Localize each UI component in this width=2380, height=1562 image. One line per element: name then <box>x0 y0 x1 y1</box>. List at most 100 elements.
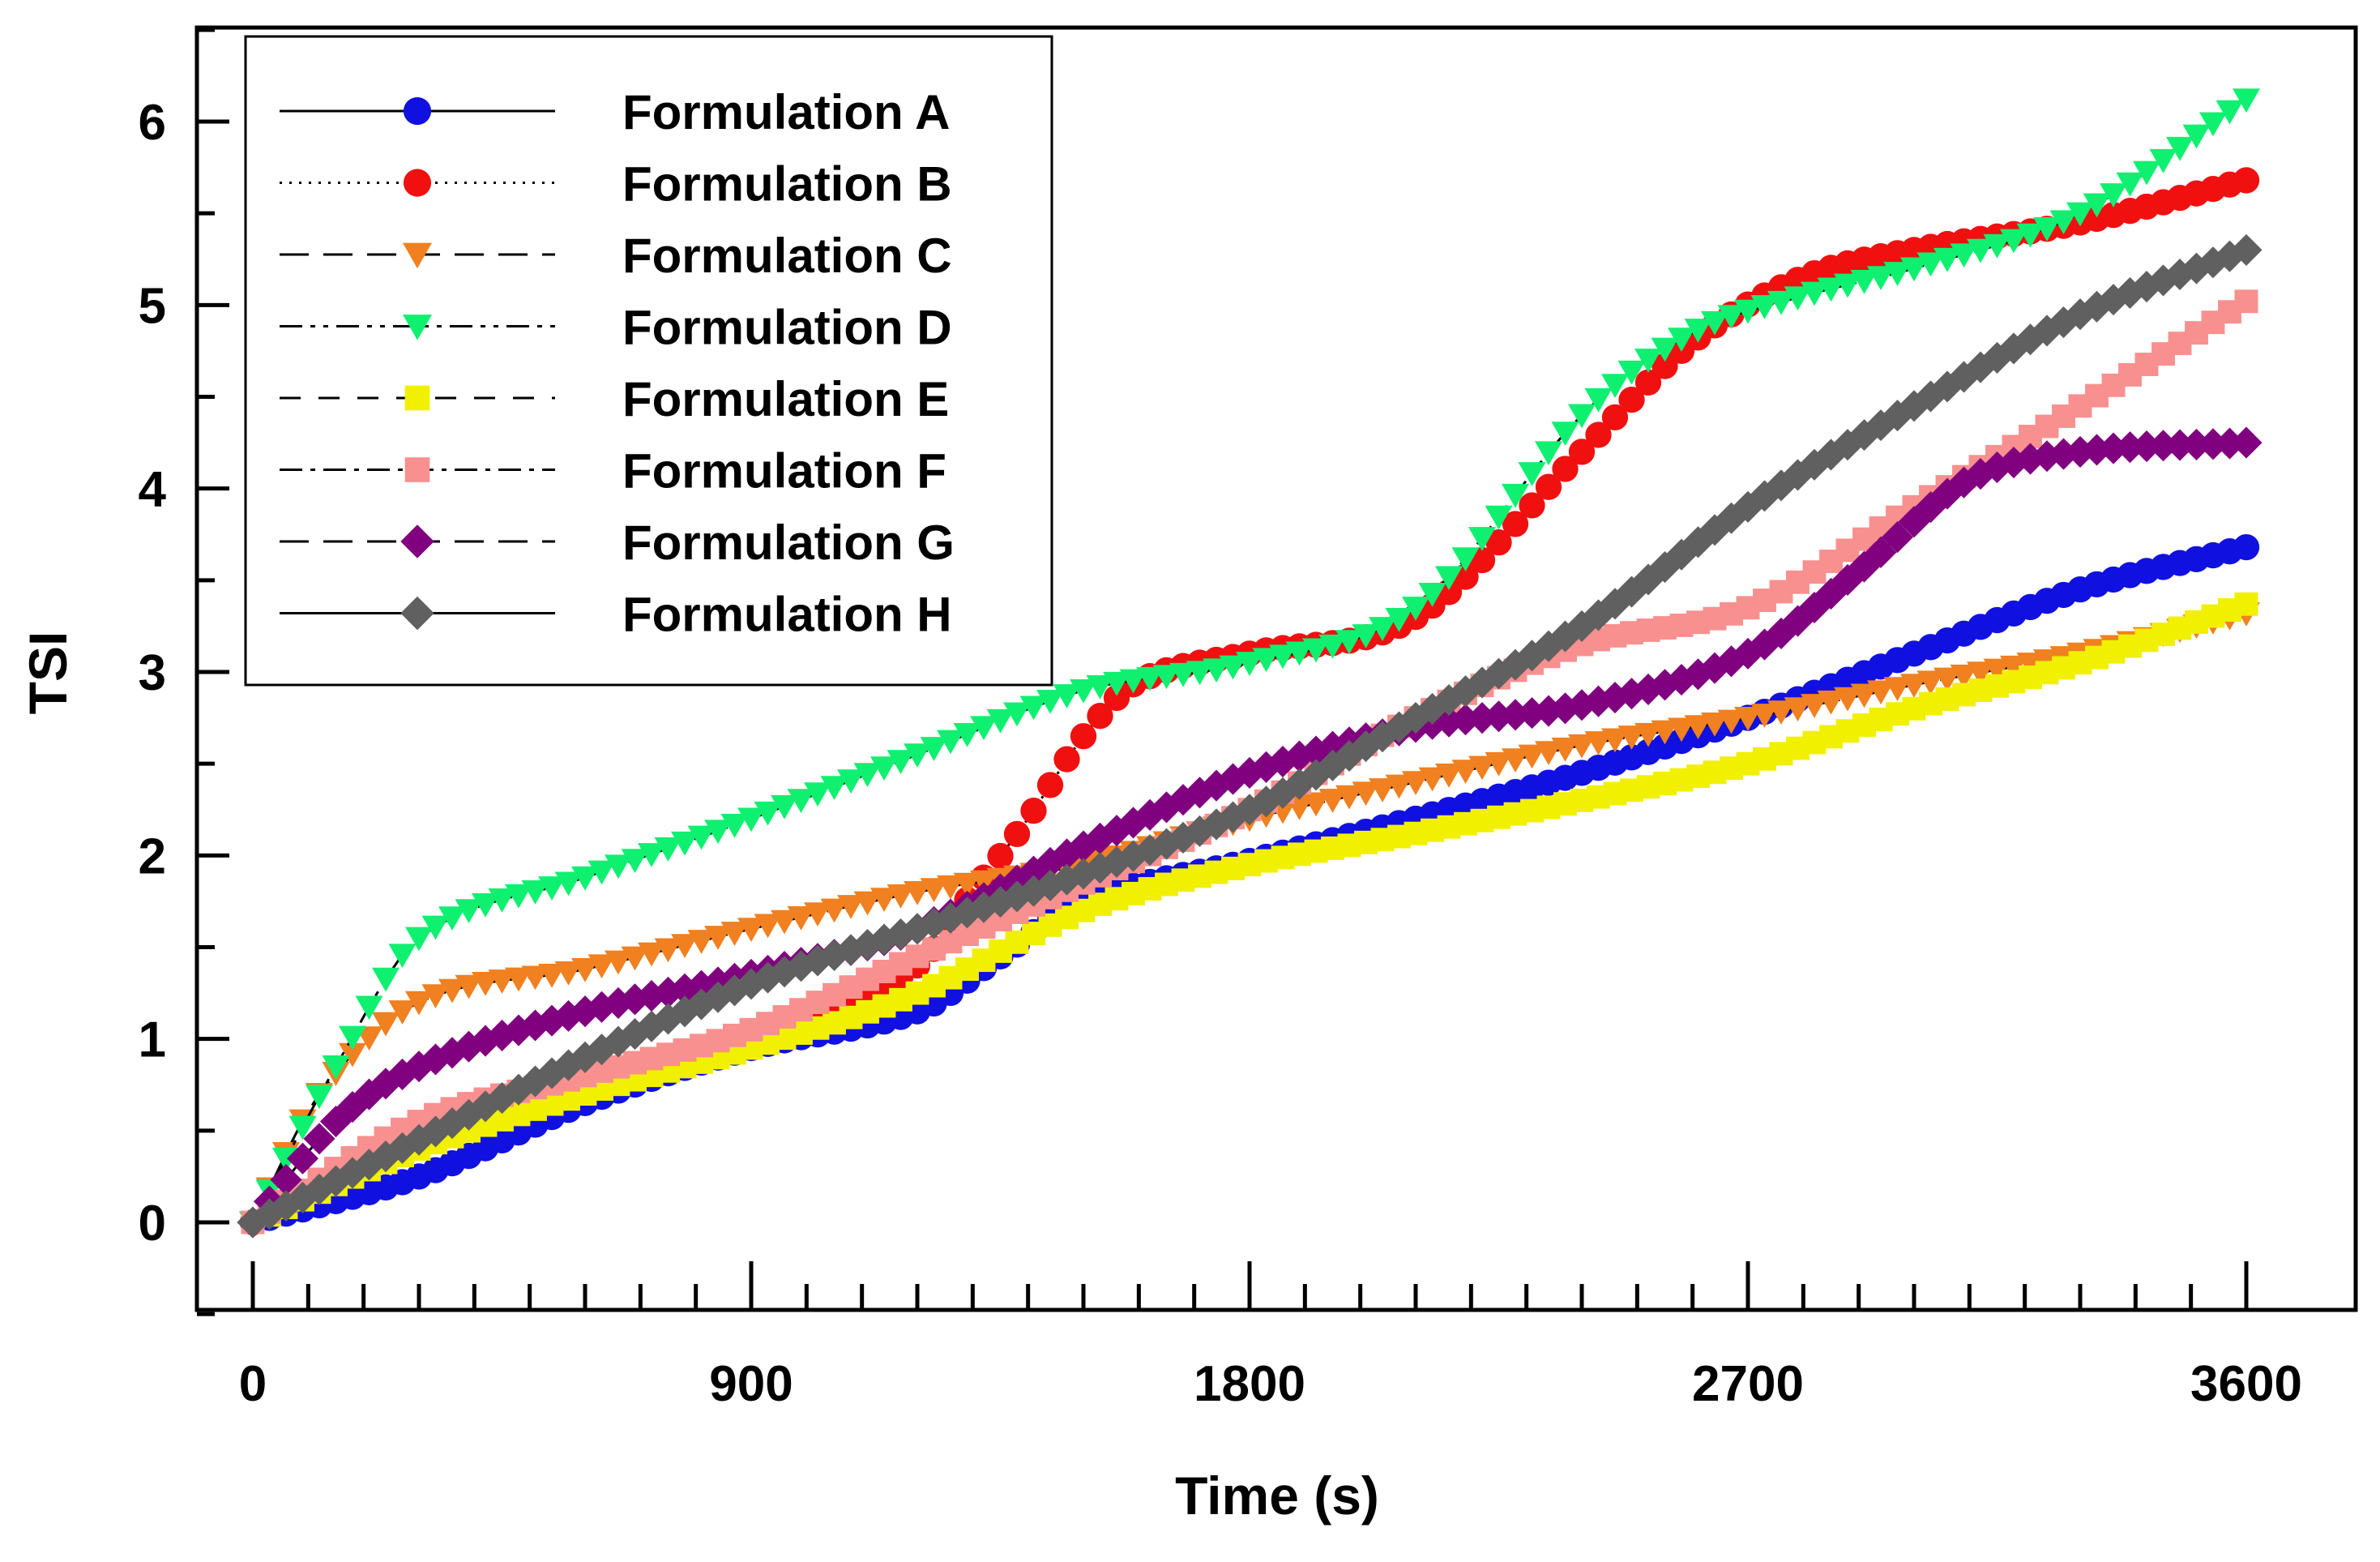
legend-label: Formulation G <box>622 516 955 570</box>
data-point <box>2234 592 2258 616</box>
x-axis-label: Time (s) <box>1175 1466 1379 1526</box>
data-point <box>1485 529 1512 556</box>
legend-label: Formulation D <box>622 301 952 355</box>
data-point <box>1316 730 1349 763</box>
legend-marker <box>400 524 434 558</box>
data-point <box>671 934 699 959</box>
data-point <box>1252 648 1280 673</box>
data-point <box>571 958 599 982</box>
data-point <box>2016 653 2045 677</box>
data-point <box>2230 426 2262 459</box>
data-point <box>2000 655 2027 680</box>
data-point <box>787 905 815 931</box>
data-point <box>687 930 716 954</box>
data-point <box>2164 429 2196 461</box>
data-point <box>2233 167 2260 194</box>
data-point <box>671 831 699 856</box>
data-point <box>953 872 981 897</box>
data-point <box>286 1142 319 1175</box>
data-point <box>720 922 749 946</box>
data-point <box>1599 681 1631 714</box>
data-point <box>1867 680 1895 705</box>
y-tick-label: 1 <box>139 1012 166 1068</box>
x-tick-label: 2700 <box>1692 1356 1804 1412</box>
data-point <box>438 978 466 1004</box>
data-point <box>2033 216 2061 242</box>
data-point <box>754 914 782 939</box>
data-point <box>1568 404 1596 429</box>
data-point <box>1551 738 1579 762</box>
data-point <box>1219 655 1247 680</box>
data-point <box>654 837 682 862</box>
data-point <box>2182 124 2211 149</box>
data-point <box>887 884 915 909</box>
data-point <box>1152 665 1181 690</box>
data-point <box>2199 112 2227 137</box>
series-formulation-h <box>237 233 2262 1239</box>
data-point <box>1916 252 1945 277</box>
data-point <box>987 842 1014 870</box>
data-point <box>1634 349 1662 373</box>
legend-label: Formulation A <box>622 85 950 139</box>
data-point <box>870 888 898 913</box>
data-point <box>339 1025 366 1051</box>
y-tick-labels: 0 1 2 3 4 5 6 <box>139 95 167 1252</box>
data-point <box>1585 422 1612 448</box>
data-point <box>1136 666 1164 691</box>
data-point <box>621 849 649 873</box>
data-point <box>605 950 632 975</box>
data-point <box>469 1090 502 1123</box>
data-point <box>1817 277 1845 302</box>
data-point <box>1568 439 1596 465</box>
data-point <box>1834 687 1861 712</box>
data-point <box>1086 674 1114 700</box>
data-point <box>2149 148 2177 173</box>
data-point <box>1369 778 1396 802</box>
data-point <box>1449 675 1482 708</box>
data-point <box>1883 677 1912 702</box>
data-point <box>588 860 616 885</box>
data-point <box>704 926 732 950</box>
data-point <box>702 981 734 1013</box>
legend-marker <box>400 596 434 631</box>
legend-marker <box>403 169 432 197</box>
data-point <box>953 723 981 747</box>
data-point <box>1485 505 1513 530</box>
data-point <box>452 1030 485 1063</box>
data-point <box>536 1004 568 1037</box>
data-point <box>403 1051 435 1083</box>
data-point <box>751 961 784 994</box>
data-point <box>1485 751 1513 777</box>
data-point <box>1502 483 1529 508</box>
data-point <box>2016 223 2045 248</box>
data-point <box>1300 735 1332 768</box>
legend-item-formulation-c: Formulation C <box>280 229 952 283</box>
data-point <box>1518 744 1546 769</box>
data-point <box>1967 238 1994 263</box>
data-point <box>771 909 798 935</box>
data-point <box>505 884 532 909</box>
y-tick-label: 5 <box>139 278 166 334</box>
data-point <box>1369 617 1396 641</box>
data-point <box>887 750 915 774</box>
data-point <box>488 969 516 994</box>
data-point <box>669 995 701 1028</box>
y-axis-label: TSI <box>18 631 78 715</box>
legend-item-formulation-g: Formulation G <box>280 516 955 570</box>
data-point <box>1568 734 1596 759</box>
data-point <box>552 1049 585 1081</box>
legend-item-formulation-b: Formulation B <box>280 157 952 212</box>
data-point <box>1834 273 1861 298</box>
data-point <box>621 946 649 971</box>
data-point <box>735 968 767 1000</box>
data-point <box>737 918 765 943</box>
data-point <box>784 950 818 982</box>
legend-label: Formulation C <box>622 229 952 283</box>
data-point <box>2000 229 2027 254</box>
x-tick-label: 3600 <box>2190 1356 2302 1412</box>
data-point <box>1418 767 1446 792</box>
data-point <box>1333 739 1365 772</box>
legend-item-formulation-f: Formulation F <box>280 444 946 499</box>
data-point <box>605 854 632 879</box>
data-point <box>538 876 566 901</box>
